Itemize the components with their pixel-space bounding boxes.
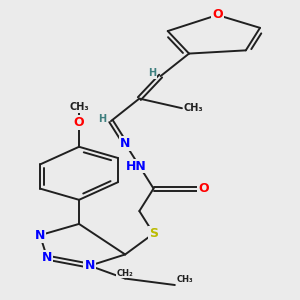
Text: CH₂: CH₂: [117, 269, 134, 278]
Text: N: N: [120, 137, 130, 150]
Text: N: N: [85, 259, 95, 272]
Text: CH₃: CH₃: [184, 103, 204, 113]
Text: O: O: [74, 116, 84, 129]
Text: N: N: [35, 229, 45, 242]
Text: CH₃: CH₃: [69, 102, 89, 112]
Text: S: S: [149, 227, 158, 240]
Text: O: O: [212, 8, 223, 22]
Text: H: H: [98, 114, 106, 124]
Text: H: H: [148, 68, 157, 78]
Text: N: N: [42, 251, 52, 264]
Text: O: O: [198, 182, 208, 195]
Text: HN: HN: [126, 160, 147, 172]
Text: CH₃: CH₃: [177, 275, 194, 284]
